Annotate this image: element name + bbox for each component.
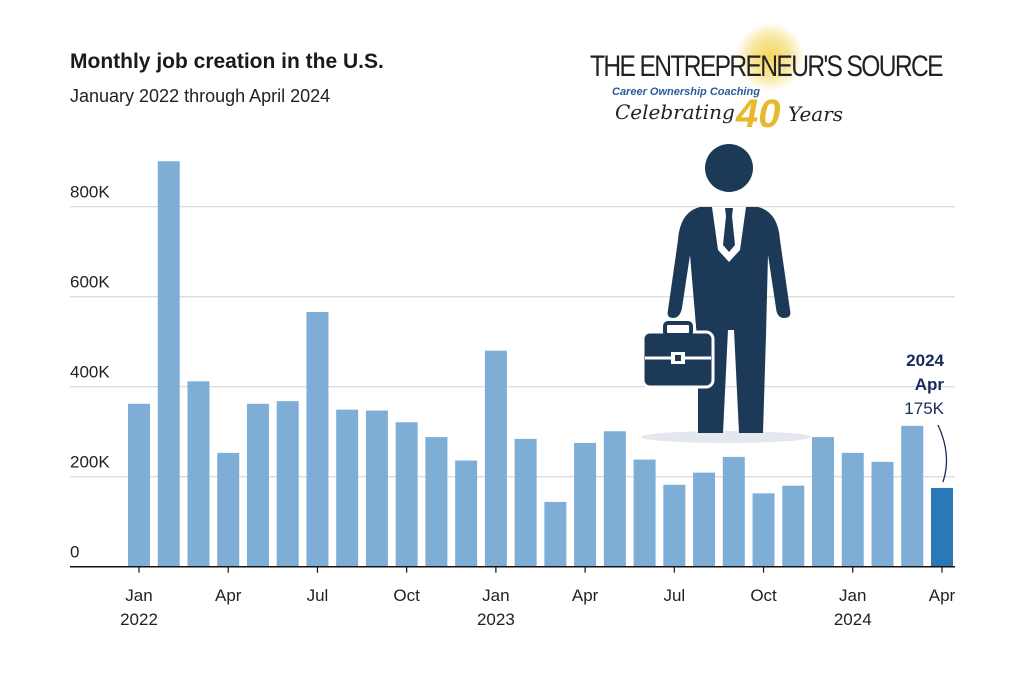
- bar: [901, 425, 924, 567]
- bar: [128, 403, 150, 567]
- bar: [395, 422, 418, 567]
- annotation-leader-line: [937, 424, 948, 483]
- bar: [336, 409, 359, 567]
- entrepreneurs-source-logo: THE ENTREPRENEUR'S SOURCE Career Ownersh…: [590, 22, 944, 136]
- x-tick-month: Jul: [307, 586, 329, 605]
- x-tick-month: Apr: [215, 586, 242, 605]
- x-tick-year: 2023: [477, 610, 515, 629]
- bar: [752, 493, 775, 567]
- bar: [693, 472, 716, 567]
- bar: [365, 410, 388, 567]
- bar: [187, 381, 210, 567]
- annotation-year: 2024: [906, 351, 944, 370]
- bar: [841, 452, 864, 567]
- bar: [425, 437, 448, 567]
- bar: [484, 350, 507, 567]
- y-tick-label: 200K: [70, 453, 110, 472]
- bar: [663, 484, 686, 567]
- logo-name: THE ENTREPRENEUR'S SOURCE: [590, 50, 944, 83]
- bar: [544, 501, 567, 567]
- bar: [246, 403, 269, 567]
- bar: [217, 452, 240, 567]
- bar: [782, 485, 805, 567]
- chart-subtitle: January 2022 through April 2024: [70, 86, 331, 106]
- bar: [306, 312, 329, 567]
- logo-glow: [735, 22, 805, 92]
- annotation-value: 175K: [904, 399, 944, 418]
- logo-number: 40: [736, 92, 781, 136]
- y-tick-label: 400K: [70, 363, 110, 382]
- x-tick-month: Jul: [663, 586, 685, 605]
- x-tick-month: Oct: [750, 586, 777, 605]
- x-tick-year: 2022: [120, 610, 158, 629]
- y-tick-label: 600K: [70, 273, 110, 292]
- chart-title: Monthly job creation in the U.S.: [70, 50, 384, 73]
- y-tick-label: 800K: [70, 183, 110, 202]
- bar: [514, 438, 537, 567]
- x-tick-month: Apr: [929, 586, 956, 605]
- logo-celebrating: Celebrating: [615, 100, 735, 124]
- x-axis-labels: Jan 2022 Apr Jul Oct Jan 2023 Apr Jul Oct Jan 2024 A…: [120, 586, 955, 629]
- annotation-month: Apr: [915, 375, 945, 394]
- bar: [812, 437, 835, 567]
- bar: [455, 460, 478, 567]
- x-tick-month: Jan: [482, 586, 509, 605]
- bar: [930, 487, 953, 567]
- bar: [157, 161, 180, 567]
- x-tick-month: Jan: [839, 586, 866, 605]
- bar: [603, 431, 626, 567]
- x-tick-month: Apr: [572, 586, 599, 605]
- bars: [128, 161, 953, 567]
- x-tick-month: Oct: [393, 586, 420, 605]
- bar: [574, 442, 597, 567]
- bar: [633, 459, 656, 567]
- logo-years: Years: [788, 102, 844, 126]
- bar: [722, 456, 745, 567]
- bar: [276, 401, 299, 567]
- x-tick-month: Jan: [125, 586, 152, 605]
- bar: [871, 461, 894, 567]
- x-axis: [70, 565, 955, 573]
- logo-tagline: Career Ownership Coaching: [612, 86, 760, 98]
- x-tick-year: 2024: [834, 610, 872, 629]
- y-axis-labels: 0 200K 400K 600K 800K: [70, 183, 110, 562]
- businessman-icon: [641, 144, 811, 443]
- annotation: 2024 Apr 175K: [904, 351, 948, 483]
- y-tick-label: 0: [70, 543, 79, 562]
